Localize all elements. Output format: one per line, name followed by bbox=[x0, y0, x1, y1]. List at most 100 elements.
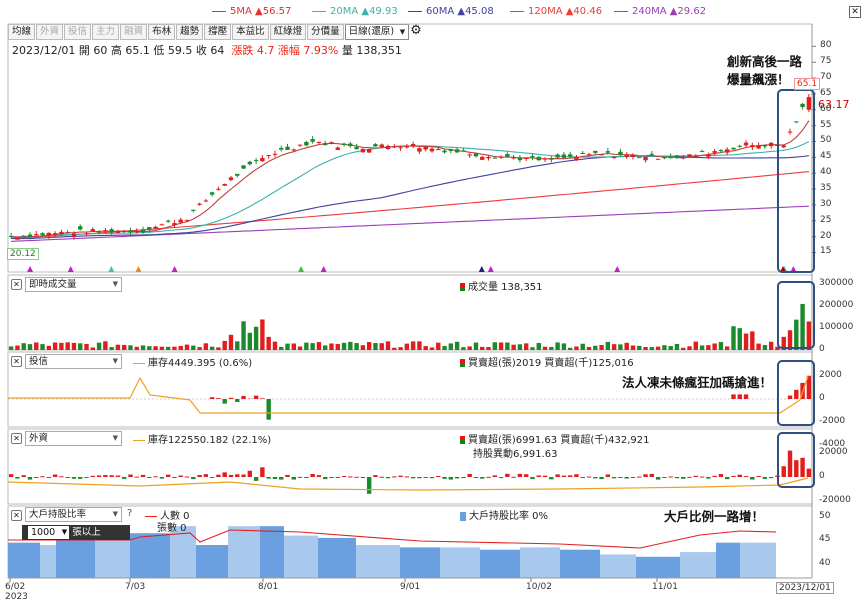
holders-bar-legend: 大戶持股比率 0% bbox=[460, 507, 548, 522]
foreign-bar bbox=[304, 477, 309, 478]
x-axis-current-date: 2023/12/01 bbox=[776, 582, 834, 594]
foreign-bar-legend: 買賣超(張)6991.63 買賣超(千)432,921 bbox=[460, 431, 650, 446]
close-icon[interactable]: ✕ bbox=[849, 6, 861, 18]
candle-body bbox=[65, 232, 70, 234]
volume-bar bbox=[643, 346, 648, 350]
volume-bar bbox=[103, 341, 108, 350]
foreign-bar bbox=[27, 477, 33, 480]
ma120-legend: 120MA ▲40.46 bbox=[510, 6, 602, 17]
volume-bar bbox=[561, 343, 567, 350]
holders-bar bbox=[400, 547, 440, 578]
volume-bar bbox=[429, 347, 435, 350]
trust-bar bbox=[222, 399, 227, 404]
foreign-selector[interactable]: 外資 ▼ bbox=[25, 431, 122, 446]
holders-lots-legend: 張數 0 bbox=[157, 523, 187, 534]
foreign-bar bbox=[40, 476, 45, 478]
price-tick-label: 75 bbox=[820, 56, 832, 67]
candle-body bbox=[737, 145, 742, 147]
candle-body bbox=[241, 165, 246, 169]
foreign-bar bbox=[335, 477, 340, 478]
foreign-bar bbox=[624, 477, 629, 479]
holders-bar bbox=[740, 542, 776, 578]
candle-body bbox=[34, 234, 39, 236]
volume-bar bbox=[90, 347, 95, 350]
foreign-bar bbox=[687, 476, 692, 478]
help-icon[interactable]: ? bbox=[127, 508, 133, 519]
candle-body bbox=[291, 149, 296, 151]
volume-bar bbox=[524, 343, 529, 350]
volume-bar bbox=[498, 342, 504, 350]
signal-marker bbox=[320, 266, 327, 272]
holders-bar bbox=[95, 533, 130, 578]
candle-body bbox=[103, 230, 108, 232]
trust-bar bbox=[743, 394, 749, 399]
foreign-bar bbox=[235, 474, 240, 477]
foreign-bar bbox=[637, 476, 642, 478]
volume-bar bbox=[122, 344, 127, 350]
trust-tick-label: -2000 bbox=[819, 416, 846, 426]
volume-bar bbox=[536, 342, 541, 350]
trust-selector[interactable]: 投信 ▼ bbox=[25, 354, 122, 369]
foreign-bar bbox=[536, 475, 541, 477]
holders-selector[interactable]: 大戶持股比率 ▼ bbox=[25, 507, 122, 522]
candle-body bbox=[756, 145, 761, 149]
candle-body bbox=[480, 156, 485, 160]
holders-people-line bbox=[8, 529, 777, 549]
foreign-bar bbox=[354, 476, 359, 478]
foreign-bar bbox=[693, 475, 698, 477]
candle-body bbox=[21, 235, 26, 237]
foreign-bar bbox=[59, 476, 64, 478]
candle-body bbox=[360, 149, 366, 153]
candle-body bbox=[203, 200, 209, 202]
candle-body bbox=[549, 158, 554, 160]
candle-body bbox=[681, 156, 686, 158]
volume-selector[interactable]: 即時成交量 ▼ bbox=[25, 277, 122, 292]
highlight-box bbox=[777, 281, 815, 349]
volume-bar bbox=[794, 319, 799, 350]
signal-marker bbox=[67, 266, 74, 272]
foreign-bar bbox=[681, 477, 686, 479]
volume-bar bbox=[687, 346, 692, 350]
foreign-bar bbox=[618, 477, 623, 478]
candle-body bbox=[561, 154, 567, 158]
candle-body bbox=[172, 223, 177, 225]
close-foreign-icon[interactable]: ✕ bbox=[11, 433, 22, 444]
foreign-bar bbox=[662, 477, 667, 478]
threshold-select[interactable]: 1000 ▼ bbox=[28, 526, 70, 539]
volume-bar bbox=[71, 342, 77, 350]
volume-bar bbox=[178, 345, 183, 350]
foreign-tick-label: 20000 bbox=[819, 447, 848, 457]
candle-body bbox=[743, 142, 749, 146]
foreign-bar bbox=[655, 477, 661, 480]
foreign-bar bbox=[341, 475, 347, 477]
trust-tick-label: 0 bbox=[819, 393, 825, 403]
candle-body bbox=[59, 231, 64, 235]
gear-icon[interactable]: ⚙ bbox=[410, 23, 422, 38]
holders-tick-label: 50 bbox=[819, 510, 831, 521]
foreign-bar bbox=[115, 475, 121, 477]
x-axis-label: 6/02 bbox=[5, 582, 26, 592]
candle-body bbox=[542, 158, 548, 160]
volume-bar bbox=[486, 347, 491, 350]
x-axis-label: 11/01 bbox=[652, 582, 678, 592]
foreign-bar bbox=[442, 477, 447, 479]
close-trust-icon[interactable]: ✕ bbox=[11, 356, 22, 367]
volume-bar bbox=[681, 347, 686, 350]
foreign-bar bbox=[291, 477, 296, 480]
trust-bar bbox=[266, 399, 271, 420]
candle-body bbox=[197, 203, 202, 205]
candle-body bbox=[266, 155, 271, 157]
foreign-bar bbox=[725, 477, 730, 480]
foreign-bar bbox=[674, 477, 680, 479]
volume-bar bbox=[649, 347, 655, 350]
close-holders-icon[interactable]: ✕ bbox=[11, 510, 22, 521]
close-volume-icon[interactable]: ✕ bbox=[11, 279, 22, 290]
volume-bar bbox=[316, 342, 322, 350]
annotation-new-high: 創新高後一路 爆量飆漲！ bbox=[727, 54, 803, 87]
holders-bar bbox=[318, 537, 356, 578]
highlight-box bbox=[777, 360, 815, 426]
price-tick-label: 20 bbox=[820, 230, 832, 241]
candle-body bbox=[310, 139, 315, 142]
foreign-bar bbox=[172, 477, 177, 478]
foreign-bar bbox=[699, 476, 705, 478]
